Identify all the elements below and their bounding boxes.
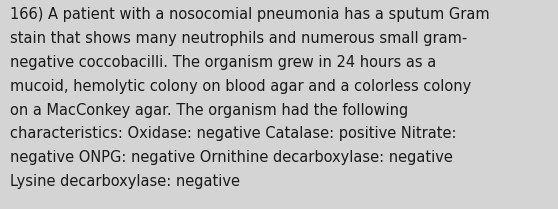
- Text: Lysine decarboxylase: negative: Lysine decarboxylase: negative: [10, 174, 240, 189]
- Text: 166) A patient with a nosocomial pneumonia has a sputum Gram: 166) A patient with a nosocomial pneumon…: [10, 7, 490, 22]
- Text: negative ONPG: negative Ornithine decarboxylase: negative: negative ONPG: negative Ornithine decarb…: [10, 150, 453, 165]
- Text: on a MacConkey agar. The organism had the following: on a MacConkey agar. The organism had th…: [10, 103, 408, 118]
- Text: stain that shows many neutrophils and numerous small gram-: stain that shows many neutrophils and nu…: [10, 31, 467, 46]
- Text: characteristics: Oxidase: negative Catalase: positive Nitrate:: characteristics: Oxidase: negative Catal…: [10, 126, 456, 141]
- Text: mucoid, hemolytic colony on blood agar and a colorless colony: mucoid, hemolytic colony on blood agar a…: [10, 79, 472, 94]
- Text: negative coccobacilli. The organism grew in 24 hours as a: negative coccobacilli. The organism grew…: [10, 55, 436, 70]
